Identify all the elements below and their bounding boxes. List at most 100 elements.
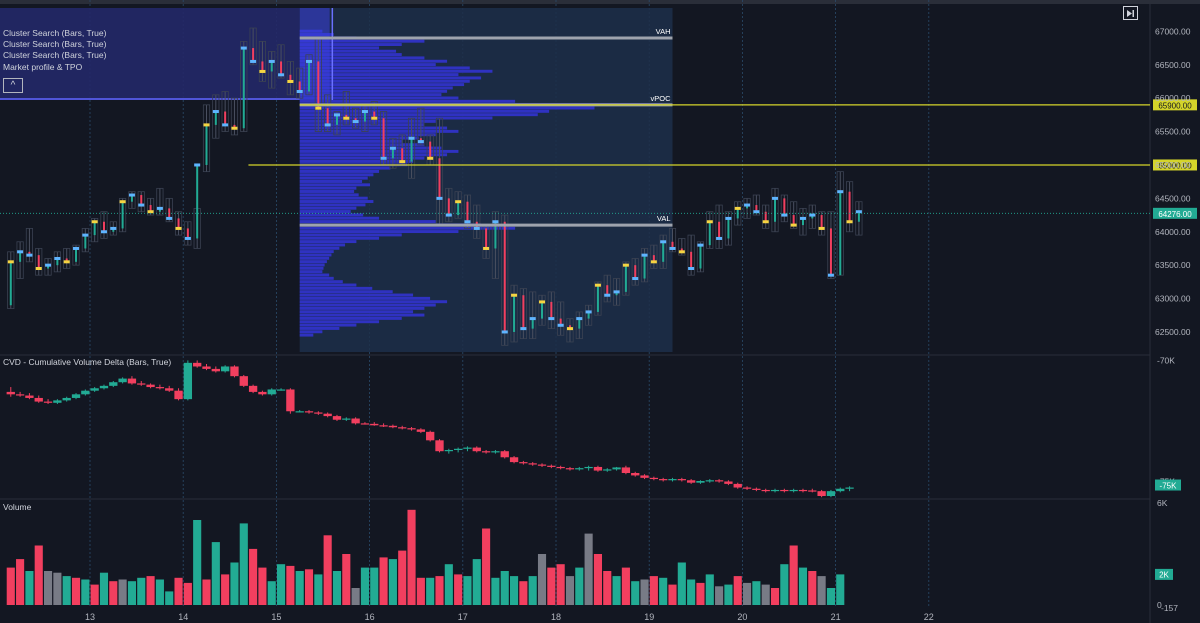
cluster-marker <box>492 220 499 224</box>
price-candle <box>93 221 96 236</box>
volume-bar <box>519 581 528 605</box>
price-candle <box>755 205 758 212</box>
profile-row <box>299 166 391 170</box>
volume-bar <box>472 559 481 605</box>
profile-row <box>299 46 380 50</box>
cvd-candle <box>528 463 537 465</box>
legend-collapse-button[interactable]: ^ <box>3 78 23 93</box>
volume-bar <box>221 574 230 605</box>
cluster-box <box>538 294 546 326</box>
profile-row <box>299 153 448 157</box>
profile-row <box>299 136 419 140</box>
price-candle <box>848 191 851 222</box>
legend-indicator[interactable]: Cluster Search (Bars, True) <box>3 50 107 61</box>
profile-row <box>299 43 402 47</box>
profile-row <box>299 69 493 73</box>
profile-row <box>299 303 436 307</box>
legend-indicator[interactable]: Cluster Search (Bars, True) <box>3 28 107 38</box>
volume-bar <box>44 571 53 605</box>
cvd-candle <box>705 480 714 482</box>
cluster-marker <box>417 140 424 144</box>
cvd-candle <box>593 466 603 471</box>
cvd-candle <box>547 465 556 467</box>
cluster-box <box>808 204 816 229</box>
cvd-candle <box>686 480 696 483</box>
volume-bar <box>631 581 640 605</box>
cluster-box <box>16 241 24 279</box>
volume-bar <box>16 559 25 605</box>
price-candle <box>820 215 823 229</box>
cluster-marker <box>156 206 163 210</box>
cluster-marker <box>35 267 42 271</box>
profile-row <box>299 220 436 224</box>
cluster-marker <box>548 317 555 321</box>
cluster-marker <box>250 59 257 63</box>
cluster-marker <box>650 260 657 264</box>
volume-bar <box>659 577 668 605</box>
cvd-candle <box>220 366 230 372</box>
price-candle <box>671 241 674 249</box>
cluster-box <box>650 244 658 269</box>
price-candle <box>643 255 646 279</box>
volume-bar <box>798 567 808 605</box>
profile-row <box>299 270 323 274</box>
cluster-box <box>342 91 350 126</box>
legend-indicator[interactable]: Cluster Search (Bars, True) <box>3 39 107 50</box>
cvd-candle <box>34 397 43 402</box>
profile-row <box>299 313 425 317</box>
volume-bar <box>90 584 99 605</box>
cvd-candle <box>286 389 295 412</box>
price-candle <box>401 148 404 162</box>
cluster-marker <box>511 293 518 297</box>
volume-bar <box>612 576 621 605</box>
price-candle <box>550 301 553 319</box>
cvd-candle <box>426 431 435 441</box>
legend-indicator[interactable]: Market profile & TPO <box>3 61 83 72</box>
price-tick-label: 65500.00 <box>1155 127 1191 137</box>
last-price-label: 64276.00 <box>1158 210 1192 219</box>
profile-row <box>299 39 425 43</box>
cluster-marker <box>212 110 219 114</box>
cluster-marker <box>781 213 788 217</box>
cluster-box <box>780 194 788 223</box>
price-candle <box>233 124 236 129</box>
price-candle <box>829 228 832 276</box>
price-candle <box>690 251 693 269</box>
cluster-box <box>706 211 714 249</box>
volume-bar <box>295 571 304 605</box>
profile-level-label: vPOC <box>650 94 671 103</box>
volume-bar <box>780 564 789 605</box>
cluster-marker <box>473 226 480 230</box>
price-candle <box>102 221 105 232</box>
price-candle <box>391 148 394 159</box>
cluster-box <box>575 311 583 340</box>
profile-row <box>299 216 380 220</box>
cluster-marker <box>45 263 52 267</box>
cluster-marker <box>855 210 862 214</box>
cluster-marker <box>278 73 285 77</box>
cluster-marker <box>166 216 173 220</box>
cvd-candle <box>621 467 631 473</box>
cluster-box <box>445 187 453 223</box>
profile-row <box>299 296 431 300</box>
volume-bar <box>416 577 425 605</box>
time-tick-label: 17 <box>458 612 468 622</box>
volume-bar <box>398 550 407 605</box>
profile-row <box>299 243 346 247</box>
price-candle <box>559 318 562 326</box>
price-tick-label: 62500.00 <box>1155 327 1191 337</box>
scroll-to-realtime-button[interactable] <box>1123 6 1138 20</box>
cluster-box <box>174 211 183 236</box>
cvd-candle <box>770 489 780 492</box>
cluster-box <box>296 67 304 99</box>
volume-bar <box>34 545 43 605</box>
profile-row <box>299 330 323 334</box>
volume-bar <box>565 576 575 605</box>
cvd-candle <box>239 376 248 386</box>
volume-bar <box>789 545 798 605</box>
cvd-candle <box>677 479 686 481</box>
cluster-box <box>202 104 211 173</box>
cvd-candle <box>817 491 826 496</box>
cluster-box <box>119 197 127 233</box>
